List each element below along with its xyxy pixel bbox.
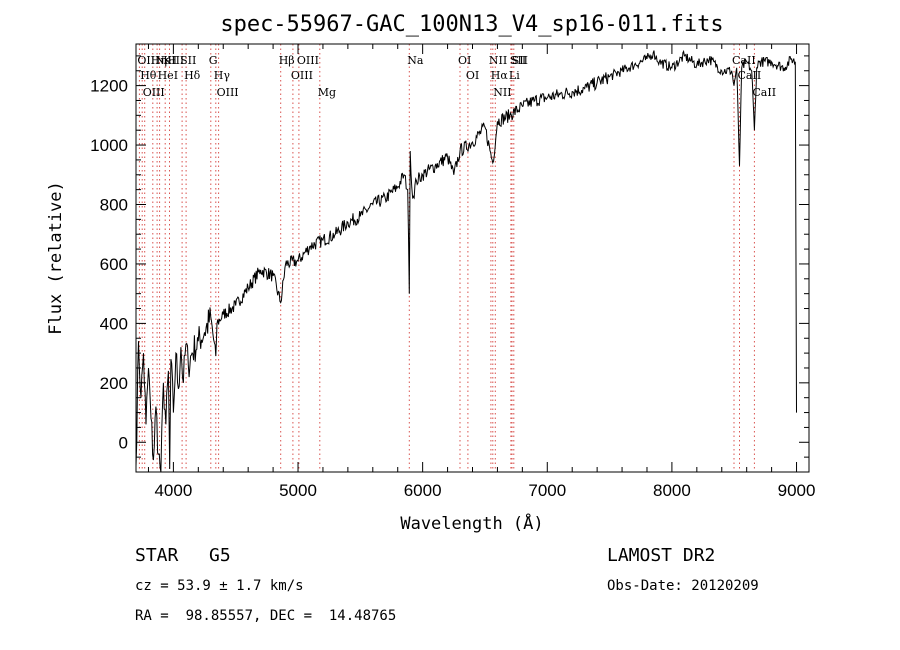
line-marker-label: OIII <box>291 69 313 82</box>
y-tick-label: 800 <box>100 196 128 215</box>
spectral-line-markers <box>138 44 755 472</box>
y-tick-label: 1200 <box>90 77 128 96</box>
line-marker-label: Hθ <box>140 69 157 82</box>
y-tick-label: 0 <box>119 433 128 452</box>
line-marker-label: CaII <box>732 54 756 67</box>
x-axis-title: Wavelength (Å) <box>400 512 543 534</box>
line-marker-label: Hα <box>491 69 509 82</box>
line-marker-label: OIII <box>143 86 165 99</box>
x-tick-label: 8000 <box>653 481 691 500</box>
line-marker-label: Na <box>407 54 424 67</box>
x-tick-label: 7000 <box>528 481 566 500</box>
y-tick-label: 1000 <box>90 136 128 155</box>
line-marker-label: H <box>168 54 178 67</box>
line-marker-label: Hδ <box>184 69 201 82</box>
line-marker-label: NII <box>489 54 507 67</box>
line-marker-label: SII <box>180 54 196 67</box>
line-marker-label: NII <box>493 86 511 99</box>
x-tick-label: 5000 <box>279 481 317 500</box>
y-tick-label: 200 <box>100 374 128 393</box>
line-marker-label: NeIII <box>155 54 184 67</box>
line-marker-label: Hβ <box>279 54 295 67</box>
line-marker-label: OIII <box>217 86 239 99</box>
y-axis-title: Flux (relative) <box>46 181 66 335</box>
object-subclass: G5 <box>209 545 231 566</box>
line-marker-label: Hγ <box>214 69 231 82</box>
line-marker-label: Li <box>509 69 520 82</box>
x-tick-label: 6000 <box>404 481 442 500</box>
x-tick-label: 9000 <box>778 481 816 500</box>
line-marker-label: OI <box>466 69 479 82</box>
x-tick-label: 4000 <box>154 481 192 500</box>
line-marker-label: G <box>209 54 218 67</box>
y-tick-label: 400 <box>100 314 128 333</box>
line-marker-label: Mg <box>318 86 336 99</box>
line-marker-label: SII <box>512 54 528 67</box>
line-marker-label: CaII <box>752 86 776 99</box>
line-marker-label: CaII <box>738 69 762 82</box>
survey-name: LAMOST DR2 <box>607 545 715 566</box>
redshift-cz: cz = 53.9 ± 1.7 km/s <box>135 578 304 594</box>
line-marker-label: OIII <box>297 54 319 67</box>
observation-date: Obs-Date: 20120209 <box>607 578 759 594</box>
line-marker-label: Hη <box>151 54 167 67</box>
line-marker-label: K <box>163 54 172 67</box>
object-class: STAR <box>135 545 179 566</box>
y-tick-label: 600 <box>100 255 128 274</box>
coordinates: RA = 98.85557, DEC = 14.48765 <box>135 608 396 624</box>
spectrum-series-line <box>135 49 797 473</box>
line-marker-label: HeI <box>158 69 178 82</box>
plot-frame <box>135 43 810 473</box>
line-marker-label: OI <box>458 54 471 67</box>
axis-ticks: 4000 5000 6000 7000 8000 9000 0 200 400 600 800 100… <box>90 44 815 500</box>
line-marker-label: SII <box>510 54 526 67</box>
chart-title: spec-55967-GAC_100N13_V4_sp16-011.fits <box>220 12 723 37</box>
line-marker-label: OII <box>137 54 155 67</box>
